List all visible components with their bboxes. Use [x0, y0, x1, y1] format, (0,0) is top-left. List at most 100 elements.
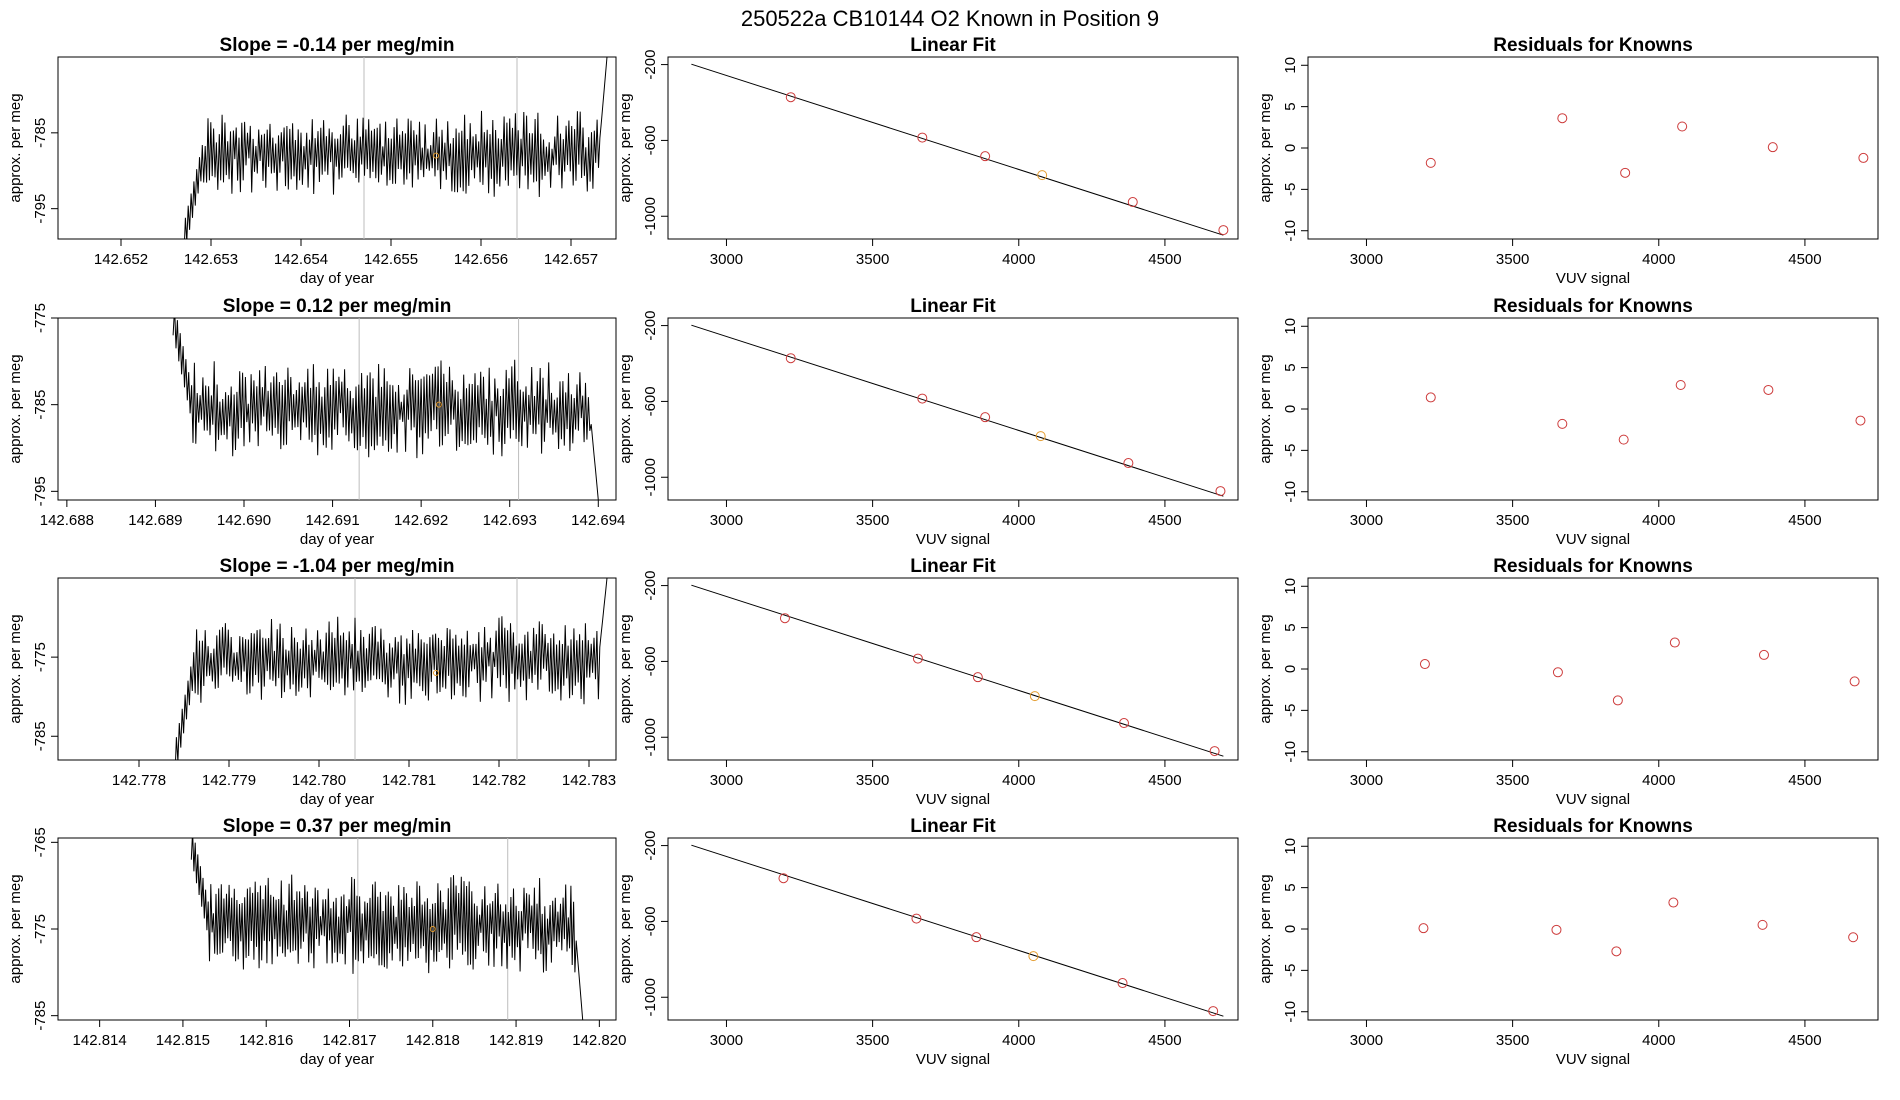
data-point: [778, 873, 789, 884]
x-tick-label: 142.816: [239, 1032, 293, 1049]
x-tick-label: 142.693: [483, 512, 537, 529]
fit-line: [691, 63, 1224, 236]
plot-frame: [667, 56, 1239, 240]
x-tick-label: 142.820: [572, 1032, 626, 1049]
y-tick-label: -600: [642, 646, 659, 676]
data-point: [1208, 1006, 1219, 1017]
plot-area: [1419, 637, 1860, 706]
x-tick-label: 3000: [710, 251, 743, 268]
x-tick-label: 4000: [1642, 772, 1675, 789]
panel-title: Slope = 0.37 per meg/min: [223, 816, 452, 837]
x-tick-label: 142.778: [112, 772, 166, 789]
y-tick-label: 10: [1282, 318, 1299, 335]
panel-r2-c2: Linear Fit 3000 3500 4000 4500 -200 -600 -1000 V…: [617, 296, 1239, 548]
y-axis-label: approx. per meg: [617, 93, 634, 202]
y-axis-label: approx. per meg: [617, 354, 634, 463]
y-tick-label: -785: [32, 390, 49, 420]
x-tick-label: 3500: [856, 251, 889, 268]
data-point: [1035, 431, 1046, 442]
y-tick-label: -5: [1282, 444, 1299, 457]
y-tick-label: -10: [1282, 741, 1299, 763]
x-tick-label: 142.690: [217, 512, 271, 529]
panel-title: Linear Fit: [910, 35, 996, 56]
x-tick-label: 4000: [1002, 512, 1035, 529]
x-tick-label: 142.694: [571, 512, 625, 529]
plot-frame: [57, 577, 617, 761]
plot-area: [691, 844, 1224, 1017]
y-tick-label: -200: [642, 311, 659, 341]
y-tick-label: -600: [642, 906, 659, 936]
y-tick-label: 5: [1282, 623, 1299, 631]
panel-title: Residuals for Knowns: [1493, 556, 1693, 577]
x-axis-label: day of year: [300, 270, 374, 287]
plot-area: [1418, 897, 1859, 957]
x-tick-label: 142.783: [562, 772, 616, 789]
x-tick-label: 3500: [1496, 1032, 1529, 1049]
panel-title: Linear Fit: [910, 296, 996, 317]
y-tick-label: -1000: [642, 197, 659, 235]
data-point: [1763, 384, 1774, 395]
data-point: [1767, 142, 1778, 153]
plot-frame: [1307, 56, 1879, 240]
plot-frame: [1307, 317, 1879, 501]
data-point: [1612, 695, 1623, 706]
data-point: [1419, 659, 1430, 670]
x-tick-label: 142.781: [382, 772, 436, 789]
data-point: [1117, 978, 1128, 989]
data-point: [1218, 225, 1229, 236]
panel-title: Residuals for Knowns: [1493, 816, 1693, 837]
x-tick-label: 142.780: [292, 772, 346, 789]
data-point: [1675, 380, 1686, 391]
y-tick-label: 5: [1282, 363, 1299, 371]
y-tick-label: 0: [1282, 665, 1299, 673]
series-line: [175, 578, 608, 760]
x-tick-label: 142.691: [305, 512, 359, 529]
x-tick-label: 142.654: [274, 251, 328, 268]
x-tick-label: 142.688: [40, 512, 94, 529]
data-point: [1855, 415, 1866, 426]
y-tick-label: -785: [32, 721, 49, 751]
data-point: [1677, 121, 1688, 132]
y-tick-label: -200: [642, 50, 659, 80]
x-tick-label: 142.653: [184, 251, 238, 268]
x-tick-label: 142.814: [73, 1032, 127, 1049]
data-point: [1668, 897, 1679, 908]
x-axis-label: VUV signal: [916, 531, 990, 548]
y-tick-label: 10: [1282, 838, 1299, 855]
x-tick-label: 3000: [1350, 1032, 1383, 1049]
plot-frame: [1307, 837, 1879, 1021]
data-point: [980, 151, 991, 162]
data-point: [1119, 718, 1129, 729]
panel-title: Residuals for Knowns: [1493, 296, 1693, 317]
data-point: [917, 132, 928, 143]
data-point: [971, 932, 982, 943]
x-axis-label: VUV signal: [1556, 1051, 1630, 1068]
x-tick-label: 142.815: [156, 1032, 210, 1049]
panel-r2-c3: Residuals for Knowns 3000 3500 4000 4500 10 5 0…: [1257, 296, 1879, 548]
y-tick-label: -10: [1282, 481, 1299, 503]
x-axis-label: VUV signal: [916, 1051, 990, 1068]
y-tick-label: -795: [32, 194, 49, 224]
y-tick-label: -775: [32, 303, 49, 333]
y-axis-label: approx. per meg: [1257, 93, 1274, 202]
y-tick-label: -1000: [642, 718, 659, 756]
x-tick-label: 142.782: [472, 772, 526, 789]
panel-r4-c1: Slope = 0.37 per meg/min 142.814 142.815 14…: [7, 816, 626, 1068]
plot-frame: [1307, 577, 1879, 761]
x-axis-label: VUV signal: [916, 791, 990, 808]
x-tick-label: 4000: [1002, 251, 1035, 268]
data-point: [911, 913, 922, 924]
fit-line: [691, 584, 1224, 757]
y-tick-label: 10: [1282, 578, 1299, 595]
panel-title: Linear Fit: [910, 816, 996, 837]
y-tick-label: -200: [642, 571, 659, 601]
x-tick-label: 142.819: [489, 1032, 543, 1049]
data-point: [980, 412, 991, 423]
data-point: [1028, 951, 1039, 962]
y-axis-label: approx. per meg: [1257, 614, 1274, 723]
x-tick-label: 3000: [710, 512, 743, 529]
y-axis-label: approx. per meg: [1257, 874, 1274, 983]
plot-area: [691, 324, 1226, 497]
x-tick-label: 3000: [710, 1032, 743, 1049]
